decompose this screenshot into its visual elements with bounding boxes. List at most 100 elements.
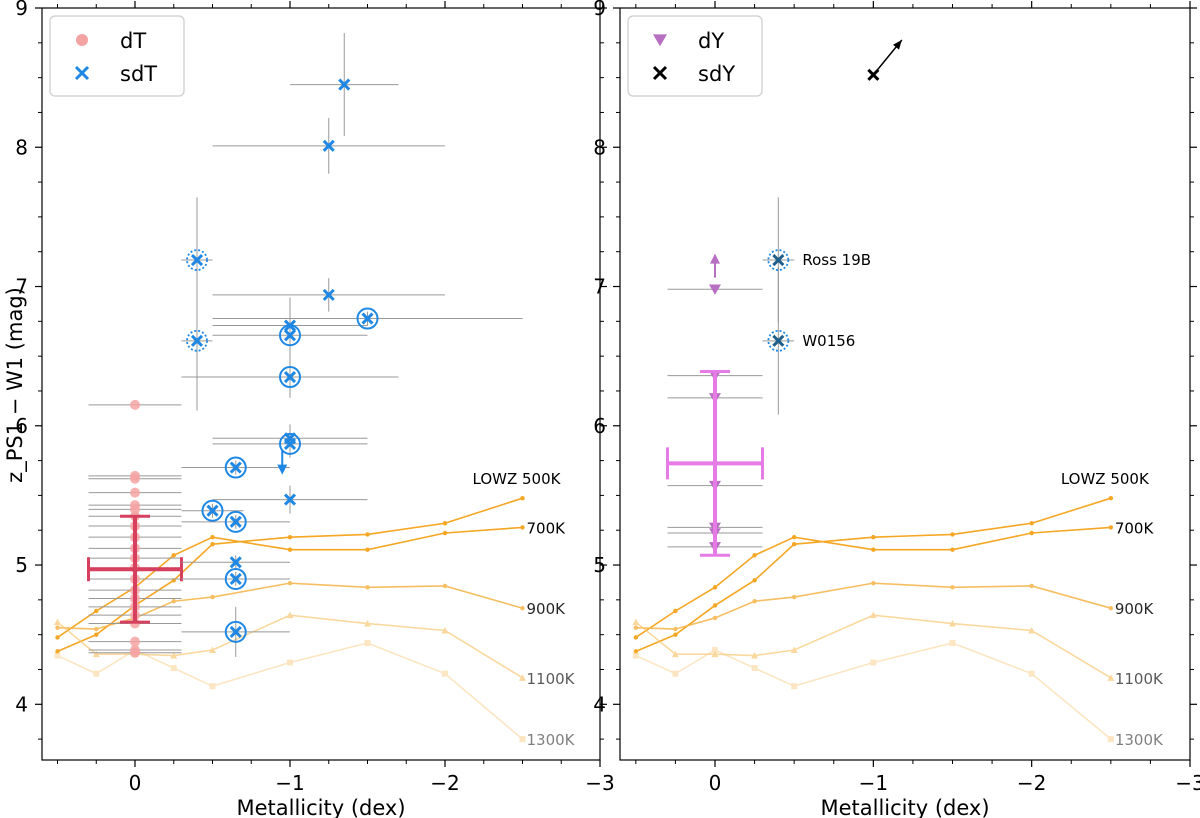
- x-tick-label: −3: [1175, 771, 1200, 795]
- model-point: [871, 580, 876, 586]
- model-series-1300k: 1300K: [632, 640, 1164, 749]
- model-point: [633, 625, 639, 630]
- model-point: [210, 534, 215, 540]
- model-line: [635, 614, 1112, 679]
- model-label: 1100K: [527, 670, 576, 688]
- left-y-axis-label: z_PS1 − W1 (mag): [3, 287, 28, 483]
- sdT-circle: [279, 324, 301, 347]
- dY-mean-errorbar: [666, 369, 764, 557]
- model-point: [751, 652, 759, 659]
- sdT-point: [206, 504, 219, 517]
- model-label: LOWZ 500K: [1061, 470, 1150, 488]
- y-tick-label: 5: [593, 553, 606, 577]
- sdT-circle: [224, 620, 247, 643]
- dT-mean-errorbar: [87, 514, 183, 624]
- sdT-point: [283, 329, 297, 342]
- right-plot-area: LOWZ 500K 700K 900K 1100K 1300K Ross 19B W0156: [632, 197, 1164, 749]
- model-point: [791, 594, 797, 600]
- model-point: [712, 585, 718, 590]
- y-tick-label: 4: [593, 692, 606, 716]
- model-point: [287, 547, 293, 552]
- model-point: [55, 625, 60, 630]
- sdT-point: [229, 625, 242, 638]
- x-tick-label: −3: [585, 771, 614, 795]
- y-tick-label: 9: [15, 0, 28, 20]
- model-point: [752, 599, 757, 604]
- model-point: [94, 608, 99, 614]
- sdT-circle: [279, 366, 301, 389]
- model-series-1300k: 1300K: [54, 640, 576, 749]
- y-tick-label: 8: [593, 135, 606, 159]
- model-point: [209, 646, 216, 653]
- legend-label-sdT: sdT: [120, 62, 157, 86]
- sdT-circle: [224, 510, 247, 533]
- model-point: [286, 611, 294, 619]
- legend-marker-sdT-stroke-b: [74, 65, 90, 81]
- model-point: [633, 635, 639, 640]
- model-point: [672, 670, 679, 677]
- legend-label-sdY: sdY: [698, 62, 735, 86]
- sdT-point-stroke-b: [283, 437, 297, 450]
- sdY-point: [772, 334, 785, 347]
- model-label: 1300K: [527, 731, 576, 749]
- x-tick-label: −2: [430, 771, 459, 795]
- legend-marker-dY: [653, 34, 667, 47]
- sdT-circle: [356, 307, 379, 330]
- sdY-annotation: W0156: [802, 332, 855, 350]
- model-point: [712, 615, 718, 621]
- x-tick-label: 0: [129, 771, 142, 795]
- dT-point: [130, 636, 140, 647]
- y-tick-label: 7: [15, 275, 28, 299]
- y-tick-label: 6: [593, 414, 606, 438]
- sdT-point-stroke-b: [229, 461, 242, 474]
- sdT-point-stroke-b: [283, 370, 297, 384]
- legend-frame: [49, 15, 185, 97]
- sdY-point-stroke-b: [772, 253, 785, 267]
- model-point: [752, 578, 757, 583]
- sdT-circle: [279, 432, 301, 455]
- model-label: 700K: [1115, 519, 1155, 537]
- model-point: [287, 534, 293, 540]
- sdT-point: [229, 461, 242, 474]
- model-point: [365, 547, 370, 552]
- sdY-annotation: Ross 19B: [802, 251, 871, 269]
- sdT-circle: [201, 499, 224, 522]
- dT-point: [130, 399, 140, 410]
- model-point: [442, 670, 448, 677]
- dT-point: [130, 504, 140, 515]
- model-point: [871, 534, 876, 540]
- model-point: [364, 640, 371, 647]
- model-line: [57, 642, 524, 740]
- sdT-point: [283, 437, 297, 450]
- model-line: [57, 497, 523, 653]
- model-point: [1107, 674, 1115, 681]
- sdT-point-stroke-b: [229, 572, 242, 586]
- model-point: [949, 640, 956, 647]
- model-point: [442, 530, 448, 536]
- model-label: 900K: [1115, 600, 1155, 618]
- model-point: [791, 541, 797, 547]
- model-point: [442, 583, 448, 589]
- plot-frame: [41, 7, 601, 761]
- model-point: [210, 594, 215, 600]
- model-point: [1108, 606, 1114, 611]
- model-series-900k: 900K: [55, 580, 566, 632]
- sdT-point: [229, 572, 242, 586]
- model-point: [1108, 525, 1114, 530]
- dY-limit-head: [710, 253, 720, 264]
- model-point: [364, 620, 371, 627]
- model-point: [54, 618, 61, 626]
- model-point: [519, 674, 526, 681]
- sdT-point-stroke-b: [361, 312, 374, 325]
- model-point: [442, 521, 448, 526]
- model-point: [712, 603, 718, 608]
- sdT-point-stroke-b: [283, 493, 297, 506]
- y-tick-label: 4: [15, 692, 28, 716]
- model-point: [55, 649, 60, 654]
- dY-lower-limit: [710, 253, 720, 278]
- legend-label-dY: dY: [698, 29, 724, 53]
- sdY-point: [772, 253, 785, 267]
- legend-marker-sdY-stroke-b: [652, 65, 668, 81]
- y-tick-label: 7: [593, 275, 606, 299]
